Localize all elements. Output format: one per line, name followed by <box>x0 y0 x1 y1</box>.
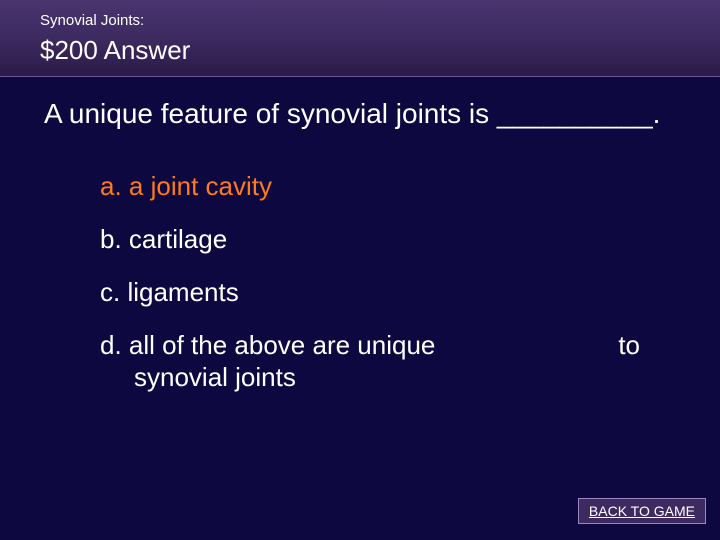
option-a: a. a joint cavity <box>100 171 676 202</box>
option-d-line1-right: to <box>618 330 676 361</box>
option-d-line2: synovial joints <box>100 362 676 393</box>
category-label: Synovial Joints: <box>40 12 680 29</box>
option-d-line1-main: d. all of the above are unique <box>100 330 435 361</box>
option-b: b. cartilage <box>100 224 676 255</box>
content-area: A unique feature of synovial joints is _… <box>0 77 720 393</box>
option-d: d. all of the above are unique to <box>100 330 676 361</box>
option-c: c. ligaments <box>100 277 676 308</box>
back-to-game-button[interactable]: BACK TO GAME <box>578 498 706 524</box>
value-answer-label: $200 Answer <box>40 35 680 66</box>
header-bar: Synovial Joints: $200 Answer <box>0 0 720 77</box>
options-list: a. a joint cavity b. cartilage c. ligame… <box>44 171 676 393</box>
question-text: A unique feature of synovial joints is _… <box>44 95 676 133</box>
